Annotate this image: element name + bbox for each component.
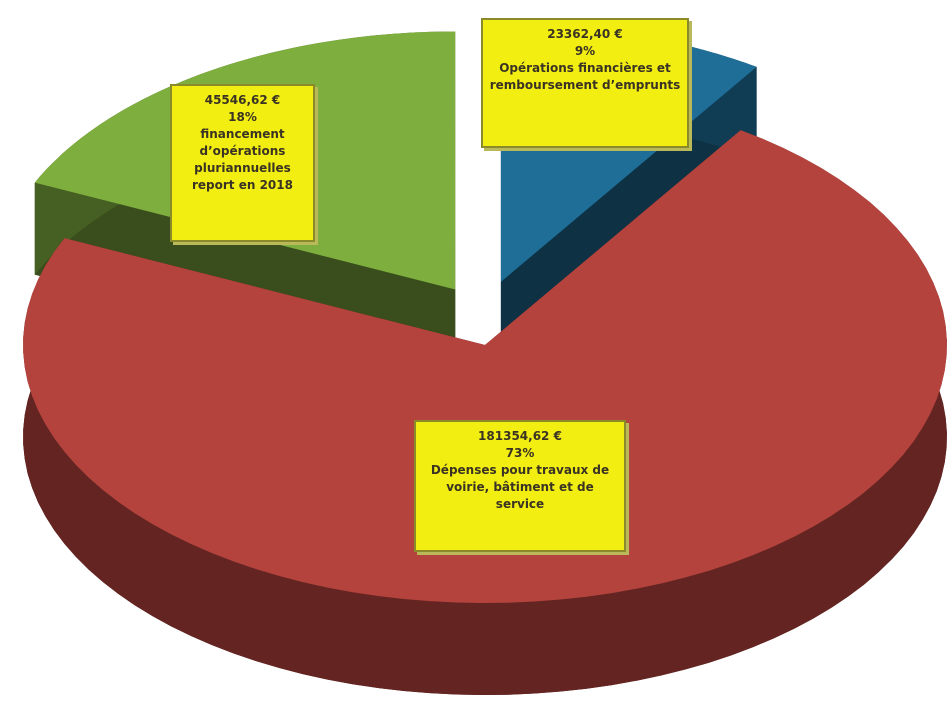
category-label: Dépenses pour travaux de voirie, bâtimen… xyxy=(430,463,610,511)
value-label: 45546,62 € xyxy=(204,93,281,107)
category-label: financement d’opérations pluriannuelles … xyxy=(192,127,293,192)
percent-label: 9% xyxy=(574,44,596,58)
label-box: 45546,62 € 18% financement d’opérations … xyxy=(170,84,315,242)
percent-label: 73% xyxy=(505,446,535,460)
value-label: 181354,62 € xyxy=(478,429,562,443)
percent-label: 18% xyxy=(228,110,257,124)
label-box: 23362,40 € 9% Opérations financières et … xyxy=(481,18,689,148)
pie-slice xyxy=(23,130,947,603)
value-label: 23362,40 € xyxy=(547,27,623,41)
label-box: 181354,62 € 73% Dépenses pour travaux de… xyxy=(414,420,626,552)
category-label: Opérations financières et remboursement … xyxy=(489,61,681,92)
